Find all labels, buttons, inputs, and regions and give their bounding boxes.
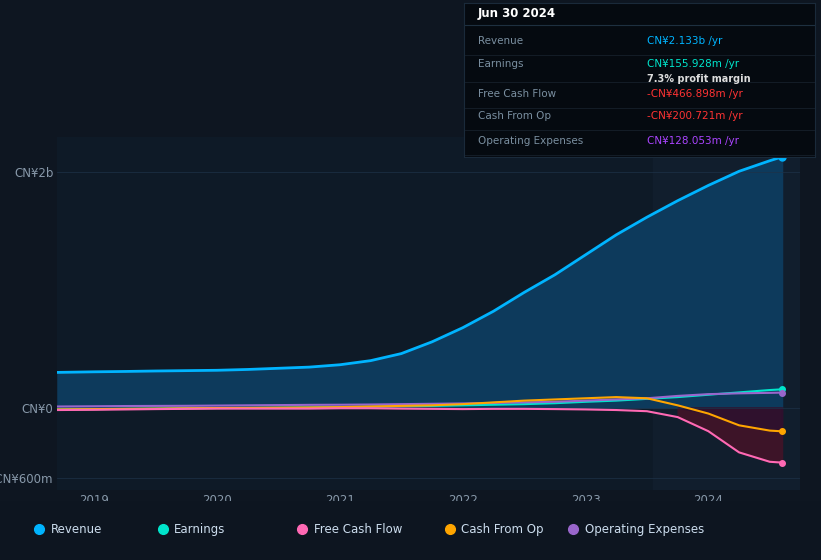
Text: Operating Expenses: Operating Expenses [478,137,583,146]
Text: Revenue: Revenue [51,523,103,536]
Text: Operating Expenses: Operating Expenses [585,523,704,536]
Text: CN¥155.928m /yr: CN¥155.928m /yr [647,59,739,69]
Text: Jun 30 2024: Jun 30 2024 [478,7,556,20]
Text: Earnings: Earnings [478,59,524,69]
Text: Earnings: Earnings [174,523,226,536]
Text: Cash From Op: Cash From Op [478,111,551,121]
Text: -CN¥200.721m /yr: -CN¥200.721m /yr [647,111,742,121]
Text: Revenue: Revenue [478,36,523,46]
Text: 7.3% profit margin: 7.3% profit margin [647,74,750,84]
Text: CN¥2.133b /yr: CN¥2.133b /yr [647,36,722,46]
Text: -CN¥466.898m /yr: -CN¥466.898m /yr [647,88,742,99]
Bar [653,137,800,490]
Text: CN¥128.053m /yr: CN¥128.053m /yr [647,137,739,146]
Text: Cash From Op: Cash From Op [461,523,544,536]
Text: Free Cash Flow: Free Cash Flow [314,523,402,536]
Text: Free Cash Flow: Free Cash Flow [478,88,556,99]
